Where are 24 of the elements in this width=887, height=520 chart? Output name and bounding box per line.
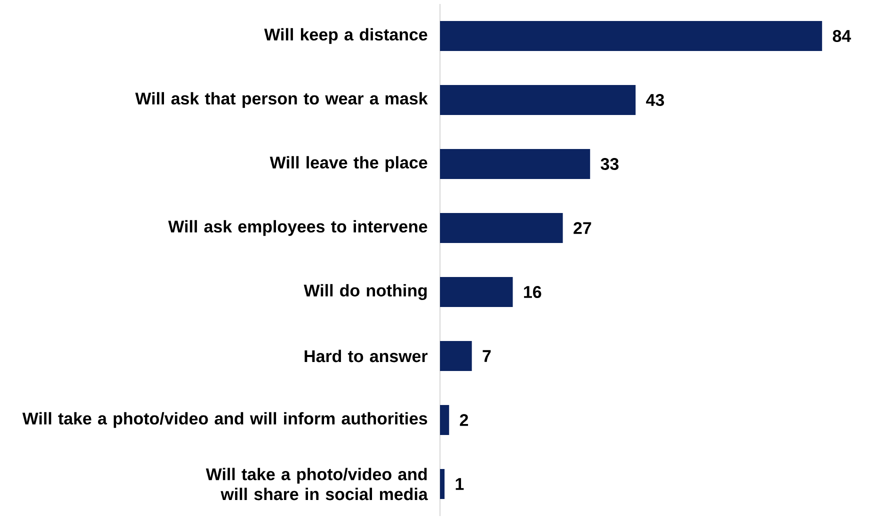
- y-tick-label: Will ask that person to wear a mask: [135, 92, 428, 108]
- bar: [440, 469, 445, 500]
- data-label: 1: [456, 478, 464, 490]
- y-tick-label: Will keep a distance: [264, 28, 428, 44]
- data-label: 27: [574, 222, 592, 234]
- bar: [440, 21, 822, 52]
- y-tick-label: Will take a photo/video and will inform authorities: [22, 412, 428, 428]
- bar: [440, 213, 563, 244]
- y-tick-label: Will ask employees to intervene: [168, 220, 428, 236]
- data-label: 16: [524, 286, 542, 298]
- bar: [440, 277, 513, 308]
- data-label: 33: [600, 158, 619, 170]
- y-tick-label: Will do nothing: [304, 284, 427, 300]
- y-tick-label: Will leave the place: [270, 156, 428, 172]
- y-tick-label: Will take a photo/video and will share in social media: [206, 468, 428, 500]
- data-label: 84: [832, 30, 852, 42]
- data-label: 7: [482, 350, 491, 362]
- y-tick-label: Hard to answer: [304, 350, 428, 362]
- bar: [440, 149, 590, 180]
- bar: [440, 341, 472, 372]
- bar: [440, 85, 636, 116]
- bar: [440, 405, 450, 436]
- data-label: 2: [460, 414, 468, 426]
- data-label: 43: [646, 94, 664, 106]
